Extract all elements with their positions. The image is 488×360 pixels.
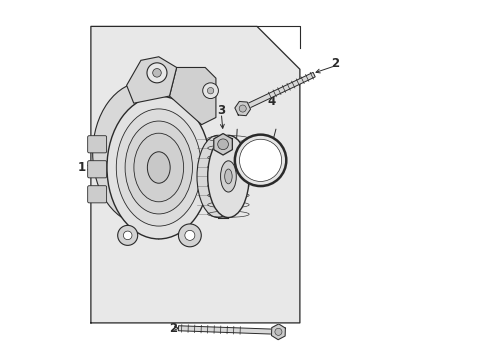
Ellipse shape <box>107 96 210 239</box>
Polygon shape <box>169 67 216 125</box>
FancyBboxPatch shape <box>87 136 106 153</box>
Ellipse shape <box>147 152 170 183</box>
Polygon shape <box>126 57 176 103</box>
Circle shape <box>207 87 213 94</box>
Circle shape <box>152 68 161 77</box>
Polygon shape <box>213 134 232 155</box>
Circle shape <box>274 328 282 336</box>
FancyBboxPatch shape <box>87 161 106 178</box>
FancyBboxPatch shape <box>124 122 144 146</box>
Ellipse shape <box>125 121 192 214</box>
Circle shape <box>178 224 201 247</box>
FancyBboxPatch shape <box>87 186 106 203</box>
Ellipse shape <box>197 135 238 217</box>
Ellipse shape <box>224 169 232 184</box>
Polygon shape <box>205 158 210 176</box>
Text: 3: 3 <box>217 104 225 117</box>
Ellipse shape <box>207 135 248 217</box>
Circle shape <box>239 105 246 112</box>
FancyBboxPatch shape <box>140 113 160 137</box>
Circle shape <box>123 231 132 240</box>
Polygon shape <box>234 102 250 116</box>
Circle shape <box>147 63 166 83</box>
Circle shape <box>203 83 218 99</box>
Ellipse shape <box>116 109 201 226</box>
Circle shape <box>217 139 228 150</box>
Polygon shape <box>271 324 285 340</box>
Circle shape <box>118 225 138 246</box>
FancyBboxPatch shape <box>131 115 152 140</box>
Text: 1: 1 <box>78 161 86 174</box>
Ellipse shape <box>134 133 183 202</box>
Text: 2: 2 <box>169 322 177 335</box>
Polygon shape <box>178 326 278 334</box>
Polygon shape <box>241 72 315 111</box>
Ellipse shape <box>93 82 196 225</box>
FancyBboxPatch shape <box>148 114 168 138</box>
Text: 2: 2 <box>331 57 339 71</box>
Ellipse shape <box>220 161 236 192</box>
Circle shape <box>184 230 194 240</box>
Circle shape <box>239 139 281 181</box>
Text: 4: 4 <box>266 95 275 108</box>
Polygon shape <box>91 26 299 323</box>
Circle shape <box>234 135 285 186</box>
